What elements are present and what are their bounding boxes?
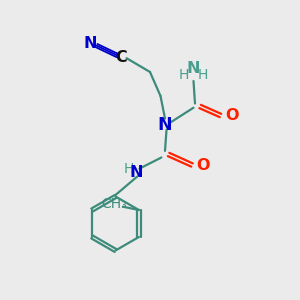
Text: O: O <box>196 158 210 172</box>
Text: C: C <box>116 50 128 64</box>
Text: H: H <box>123 162 134 176</box>
Text: N: N <box>130 165 143 180</box>
Text: N: N <box>158 116 172 134</box>
Text: CH₃: CH₃ <box>101 197 127 211</box>
Text: N: N <box>83 36 97 51</box>
Text: H: H <box>198 68 208 82</box>
Text: H: H <box>179 68 189 82</box>
Text: O: O <box>225 108 238 123</box>
Text: N: N <box>187 61 200 76</box>
